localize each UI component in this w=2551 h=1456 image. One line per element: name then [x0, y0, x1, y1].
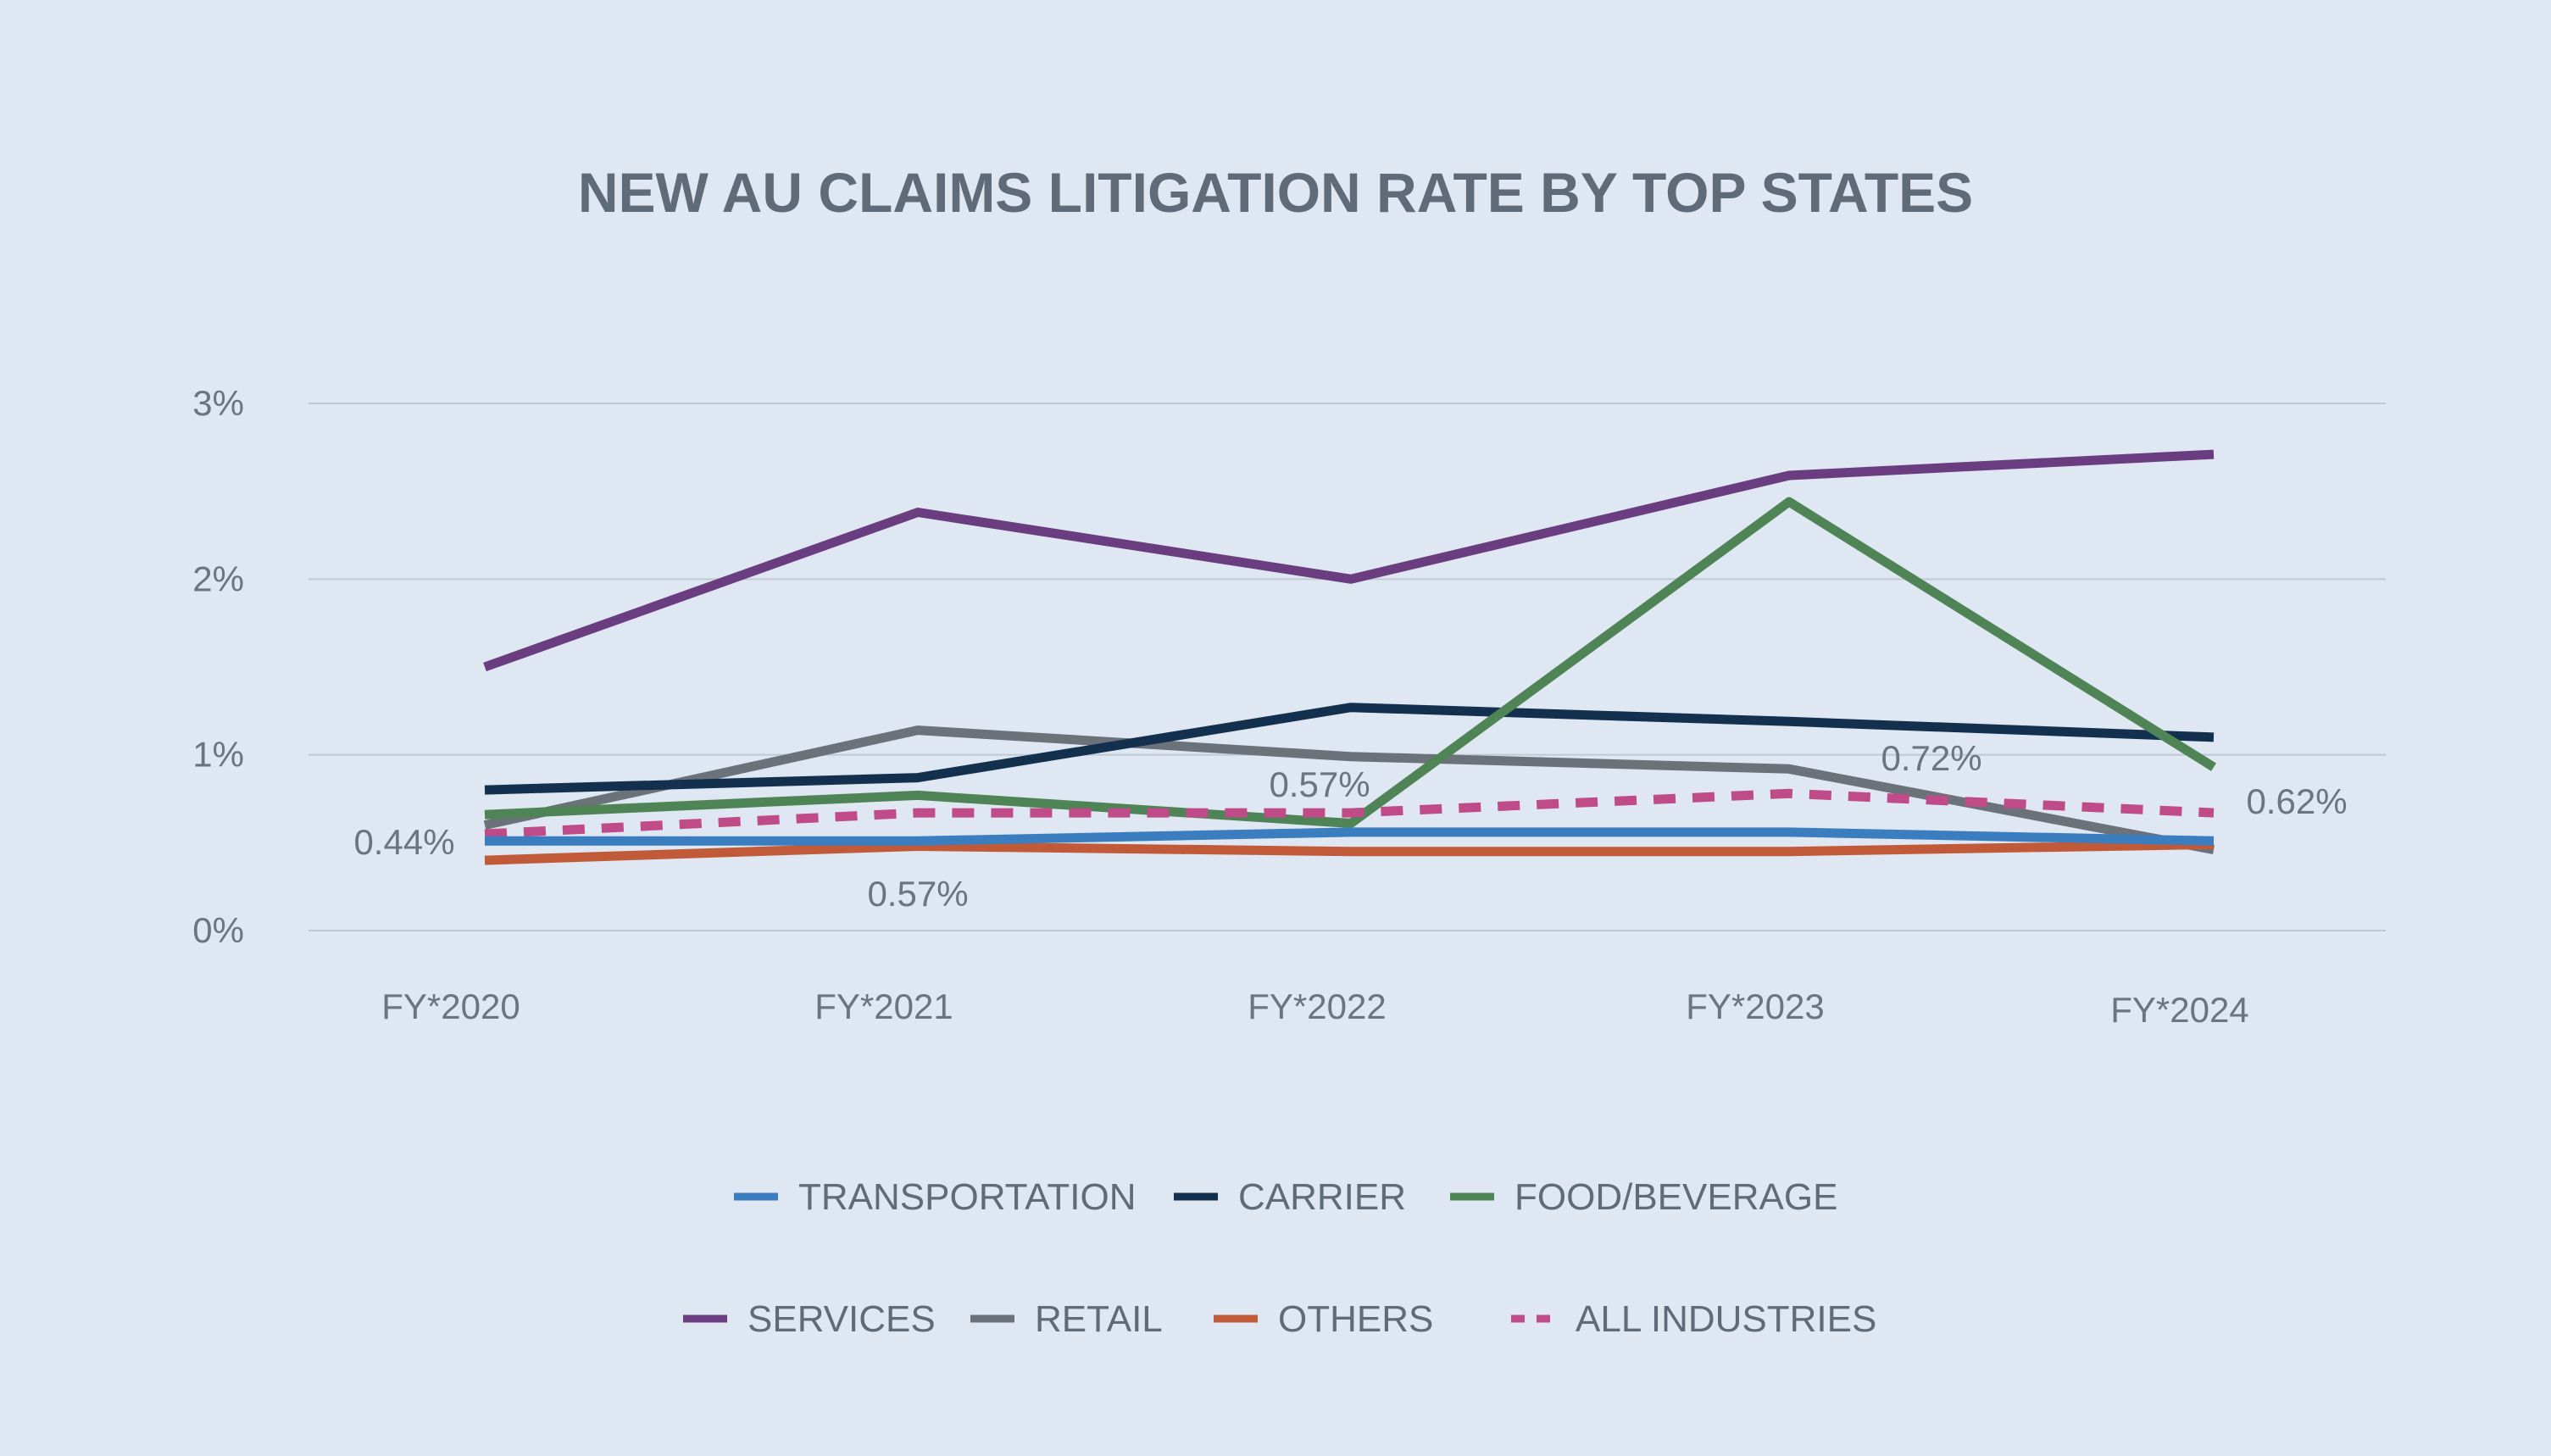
legend-item: FOOD/BEVERAGE [1450, 1176, 1837, 1218]
legend-label: FOOD/BEVERAGE [1514, 1176, 1837, 1218]
x-tick-label: FY*2024 [2110, 990, 2248, 1030]
x-tick-label: FY*2023 [1686, 986, 1824, 1026]
legend-item: TRANSPORTATION [734, 1176, 1136, 1218]
data-label: 0.57% [1269, 764, 1370, 804]
series-line-food-beverage [484, 497, 2216, 828]
series-line-transportation [485, 827, 2215, 846]
x-axis-ticks: FY*2020 FY*2021 FY*2022 FY*2023 FY*2024 [381, 986, 2248, 1030]
legend-label: CARRIER [1238, 1176, 1406, 1218]
x-tick-label: FY*2022 [1248, 986, 1386, 1026]
data-label: 0.44% [353, 822, 454, 862]
data-label: 0.57% [867, 874, 968, 914]
data-labels: 0.44% 0.57% 0.57% 0.72% 0.62% [353, 738, 2347, 914]
legend-item: ALL INDUSTRIES [1511, 1298, 1876, 1340]
series-lines [483, 449, 2216, 865]
y-axis-ticks: 0% 1% 2% 3% [192, 383, 244, 950]
legend-label: RETAIL [1035, 1298, 1163, 1340]
series-line-services [483, 449, 2215, 672]
data-label: 0.62% [2246, 781, 2347, 821]
legend-label: TRANSPORTATION [798, 1176, 1136, 1218]
legend-item: RETAIL [970, 1298, 1163, 1340]
data-label: 0.72% [1881, 738, 1981, 778]
legend-item: CARRIER [1174, 1176, 1406, 1218]
legend-item: OTHERS [1214, 1298, 1433, 1340]
series-line-all-industries [484, 788, 2215, 839]
series-line-carrier [484, 703, 2215, 795]
legend-label: OTHERS [1278, 1298, 1433, 1340]
y-tick-label: 2% [192, 559, 244, 598]
x-tick-label: FY*2021 [814, 986, 953, 1026]
y-tick-label: 1% [192, 735, 244, 775]
legend-label: SERVICES [748, 1298, 936, 1340]
legend: TRANSPORTATION CARRIER FOOD/BEVERAGE SERVIC… [683, 1176, 1876, 1340]
series-line-others [484, 839, 2215, 865]
y-tick-label: 0% [192, 910, 244, 950]
chart-title: NEW AU CLAIMS LITIGATION RATE BY TOP STA… [578, 161, 1973, 224]
legend-label: ALL INDUSTRIES [1576, 1298, 1876, 1340]
y-tick-label: 3% [192, 383, 244, 423]
legend-item: SERVICES [683, 1298, 936, 1340]
x-tick-label: FY*2020 [381, 986, 520, 1026]
